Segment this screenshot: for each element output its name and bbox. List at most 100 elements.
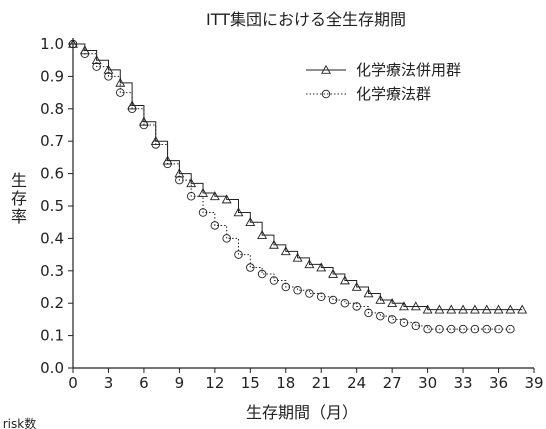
x-tick-label: 21 xyxy=(312,374,331,392)
data-point xyxy=(186,178,197,188)
data-point xyxy=(410,301,421,311)
data-point xyxy=(352,302,361,311)
data-point xyxy=(198,187,208,197)
legend-label: 化学療法併用群 xyxy=(356,61,461,79)
data-point xyxy=(411,321,421,331)
y-tick-label: 0.1 xyxy=(40,327,64,345)
x-tick-label: 12 xyxy=(205,374,224,392)
data-point xyxy=(293,285,302,295)
data-point xyxy=(328,268,339,278)
data-point xyxy=(399,301,409,311)
x-tick-label: 18 xyxy=(276,374,295,392)
x-axis-label: 生存期間（月） xyxy=(246,403,358,422)
legend-item: 化学療法群 xyxy=(306,85,431,103)
x-tick-label: 9 xyxy=(175,374,185,392)
x-tick-label: 24 xyxy=(347,374,366,392)
series-line xyxy=(73,43,511,330)
y-tick-label: 0.9 xyxy=(40,67,64,85)
series-line xyxy=(73,43,523,311)
data-point xyxy=(506,324,515,334)
data-point xyxy=(351,281,362,291)
data-point xyxy=(175,175,184,185)
data-point xyxy=(221,194,232,204)
data-point xyxy=(387,315,397,324)
data-point xyxy=(422,304,433,314)
series-2 xyxy=(68,39,515,334)
y-axis-label: 生存率 xyxy=(11,171,27,226)
x-tick-label: 33 xyxy=(454,374,473,392)
data-point xyxy=(92,62,101,71)
data-point xyxy=(458,304,469,314)
data-point xyxy=(363,288,374,298)
x-tick-label: 15 xyxy=(241,374,260,392)
data-point xyxy=(292,252,303,262)
data-point xyxy=(387,298,398,308)
data-point xyxy=(375,294,386,304)
data-point xyxy=(517,304,528,314)
data-point xyxy=(305,289,314,298)
data-point xyxy=(268,239,279,249)
data-point xyxy=(210,221,220,230)
data-point xyxy=(80,49,90,58)
chart-title: ITT集団における全生存期間 xyxy=(206,10,406,29)
axes: 0 3 6 9 12 15 18 21 24 27 30 33 36 390.00.10.20.30.40… xyxy=(40,35,543,392)
x-tick-label: 36 xyxy=(489,374,508,392)
data-point xyxy=(198,208,208,217)
y-tick-label: 0.2 xyxy=(40,294,64,312)
data-point xyxy=(494,324,503,334)
data-point xyxy=(493,304,504,314)
data-point xyxy=(104,72,113,81)
data-point xyxy=(68,39,78,49)
data-point xyxy=(434,304,445,314)
data-point xyxy=(280,246,291,256)
y-tick-label: 0.3 xyxy=(40,262,64,280)
x-tick-label: 3 xyxy=(104,374,114,392)
data-point xyxy=(364,308,373,318)
x-tick-label: 39 xyxy=(524,374,543,392)
data-point xyxy=(281,282,291,292)
data-point xyxy=(470,324,480,334)
data-point xyxy=(339,275,350,285)
data-point xyxy=(139,120,149,130)
legend-marker xyxy=(321,89,331,99)
data-point xyxy=(103,64,114,74)
data-point xyxy=(269,276,279,285)
data-point xyxy=(222,234,231,243)
x-tick-label: 27 xyxy=(383,374,402,392)
data-point xyxy=(304,259,315,269)
data-point xyxy=(481,304,492,314)
y-tick-label: 0.5 xyxy=(40,197,64,215)
data-point xyxy=(257,269,267,279)
data-point xyxy=(482,324,491,334)
data-point xyxy=(458,324,468,334)
series-1 xyxy=(68,38,528,314)
y-tick-label: 0.8 xyxy=(40,100,64,118)
data-point xyxy=(446,304,457,314)
y-axis-label-char: 率 xyxy=(11,207,27,226)
data-point xyxy=(209,191,220,201)
data-point xyxy=(234,250,243,259)
data-point xyxy=(328,295,338,305)
data-point xyxy=(186,192,196,201)
data-point xyxy=(127,104,137,114)
x-tick-label: 0 xyxy=(68,374,78,392)
data-point xyxy=(435,324,444,334)
y-tick-label: 0.4 xyxy=(40,229,64,247)
chart-marks xyxy=(68,38,528,334)
legend-marker xyxy=(321,64,331,74)
legend-item: 化学療法併用群 xyxy=(306,61,461,79)
legend-label: 化学療法群 xyxy=(356,85,431,103)
data-point xyxy=(316,292,326,301)
data-point xyxy=(469,304,480,314)
data-point xyxy=(245,217,256,227)
data-point xyxy=(163,159,172,169)
y-tick-label: 0.6 xyxy=(40,165,64,183)
data-point xyxy=(115,77,126,87)
data-point xyxy=(257,230,268,239)
data-point xyxy=(505,304,516,314)
data-point xyxy=(116,88,125,97)
y-axis-label-char: 存 xyxy=(11,189,27,208)
data-point xyxy=(246,263,255,272)
